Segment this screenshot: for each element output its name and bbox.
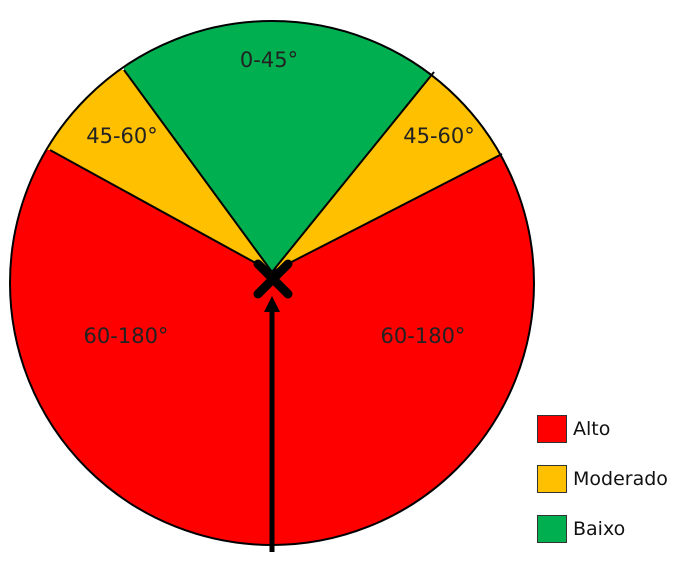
legend-label-baixo: Baixo — [573, 518, 626, 540]
x-mark-icon — [253, 259, 293, 299]
legend-label-moderado: Moderado — [573, 468, 668, 490]
legend-swatch-baixo — [537, 515, 567, 543]
sector-moderado-right — [272, 72, 534, 272]
segment-label-alto-left: 60-180° — [84, 324, 169, 348]
legend-label-alto: Alto — [573, 418, 611, 440]
segment-label-moderado-right: 45-60° — [403, 124, 475, 148]
arrow-up-icon — [264, 296, 280, 552]
segment-label-alto-right: 60-180° — [381, 324, 466, 348]
legend: Alto Moderado Baixo — [537, 412, 683, 562]
boundary-line — [271, 71, 435, 273]
legend-swatch-moderado — [537, 465, 567, 493]
boundary-line — [271, 153, 503, 273]
boundary-line — [123, 69, 273, 273]
boundary-line — [49, 149, 273, 273]
legend-item-alto: Alto — [537, 412, 683, 446]
segment-label-moderado-left: 45-60° — [86, 124, 158, 148]
legend-item-moderado: Moderado — [537, 462, 683, 496]
sector-baixo — [124, 21, 434, 272]
legend-swatch-alto — [537, 415, 567, 443]
sector-moderado-left — [20, 70, 272, 272]
segment-label-baixo: 0-45° — [240, 48, 298, 72]
legend-item-baixo: Baixo — [537, 512, 683, 546]
